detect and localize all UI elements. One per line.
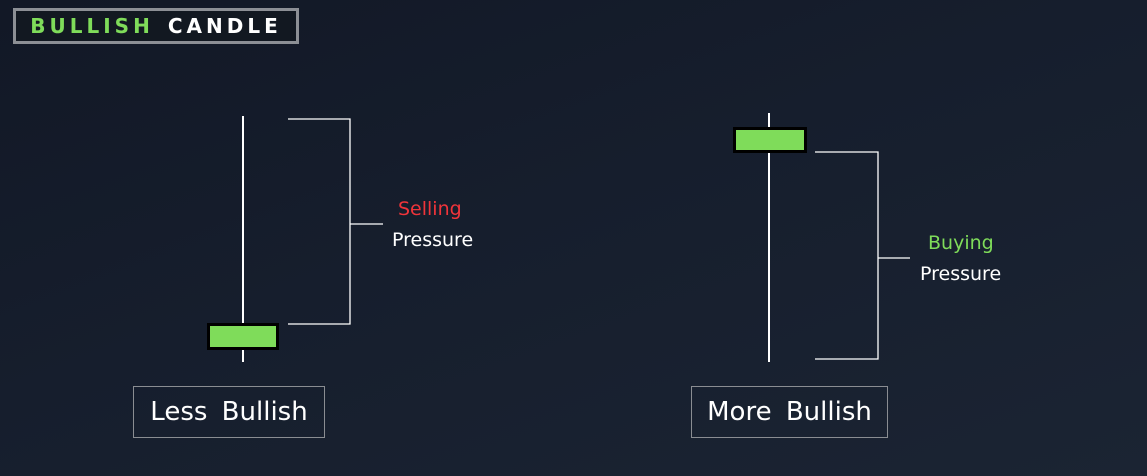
selling-label: Selling bbox=[398, 198, 462, 220]
left-candle-body bbox=[207, 323, 279, 350]
right-pressure-bracket bbox=[815, 151, 910, 360]
right-candle bbox=[733, 113, 807, 362]
more-bullish-label: More Bullish bbox=[691, 386, 888, 438]
more-bullish-text: More Bullish bbox=[707, 397, 872, 427]
left-pressure-bracket bbox=[288, 118, 383, 325]
buying-pressure-noun: Pressure bbox=[920, 263, 1002, 285]
left-candle bbox=[207, 116, 279, 362]
less-bullish-label: Less Bullish bbox=[133, 386, 325, 438]
buying-label: Buying bbox=[928, 232, 994, 254]
buying-pressure-annotation: Buying Pressure bbox=[920, 228, 1001, 290]
title-word-candle: CANDLE bbox=[167, 14, 282, 38]
less-bullish-text: Less Bullish bbox=[150, 397, 308, 427]
title-word-bullish: BULLISH bbox=[30, 14, 154, 38]
selling-pressure-annotation: Selling Pressure bbox=[392, 194, 473, 256]
page-title: BULLISH CANDLE bbox=[13, 8, 299, 44]
right-candle-body bbox=[733, 127, 807, 153]
selling-pressure-noun: Pressure bbox=[392, 229, 474, 251]
